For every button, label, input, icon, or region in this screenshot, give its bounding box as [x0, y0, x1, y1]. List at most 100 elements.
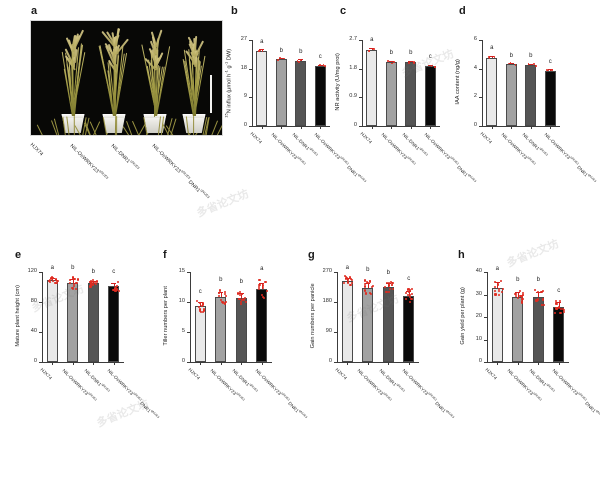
data-point: [50, 276, 53, 280]
data-point: [554, 301, 558, 304]
data-point: [537, 299, 540, 302]
data-point: [113, 288, 116, 291]
data-point: [346, 277, 349, 280]
data-point: [404, 297, 407, 300]
bar-3: [525, 65, 536, 126]
significance-letter-2: b: [219, 277, 223, 284]
panel-letter-b: b: [231, 5, 238, 17]
y-tick: [249, 97, 252, 99]
data-point: [518, 290, 521, 293]
data-point: [488, 57, 491, 60]
data-point: [372, 285, 375, 288]
data-point: [363, 283, 366, 286]
bar-2: [505, 64, 517, 126]
x-axis: [42, 362, 124, 363]
data-point: [363, 289, 366, 292]
error-bar: [72, 279, 74, 284]
data-point: [350, 279, 353, 282]
data-point: [546, 69, 548, 72]
significance-letter-1: a: [50, 265, 54, 272]
x-tick: [367, 362, 369, 365]
data-point: [56, 279, 59, 282]
error-cap: [489, 56, 495, 58]
x-axis: [487, 362, 569, 363]
data-point: [345, 276, 348, 279]
genotype-label-3: NIL-DNR1qNUE3: [109, 143, 141, 171]
data-point: [344, 275, 347, 278]
data-point: [95, 282, 98, 285]
data-point: [433, 66, 436, 68]
data-point: [562, 310, 565, 313]
data-point: [369, 292, 372, 296]
data-point: [259, 49, 261, 52]
data-point: [217, 292, 220, 295]
data-point: [343, 282, 346, 285]
data-point: [258, 50, 260, 52]
data-point: [237, 292, 240, 295]
significance-letter-4: c: [318, 54, 322, 61]
y-tick-label: 9: [243, 93, 247, 100]
data-point: [509, 62, 512, 64]
data-point: [541, 290, 544, 293]
data-point: [48, 281, 51, 284]
bar-2: [385, 62, 397, 126]
x-tick: [347, 362, 349, 365]
bar-4: [403, 295, 415, 362]
y-tick: [187, 302, 190, 303]
data-point: [521, 291, 524, 294]
y-tick: [334, 302, 337, 303]
y-tick-label: 18: [240, 64, 247, 71]
data-point: [240, 298, 243, 301]
significance-letter-1: a: [260, 38, 264, 45]
y-tick: [334, 332, 337, 333]
data-point: [534, 298, 537, 301]
x-tick: [261, 362, 263, 365]
y-tick: [187, 362, 190, 363]
y-tick: [484, 294, 487, 296]
error-cap: [218, 291, 224, 293]
data-point: [533, 289, 536, 292]
y-tick-label: 15: [178, 268, 185, 274]
data-point: [520, 299, 523, 302]
error-cap: [556, 302, 562, 304]
data-point: [498, 289, 501, 292]
bar-3: [295, 61, 306, 126]
y-tick: [484, 317, 487, 318]
y-axis-label: Tiller numbers per plant: [163, 286, 170, 346]
error-cap: [369, 48, 375, 50]
data-point: [562, 309, 566, 312]
y-tick: [187, 332, 190, 333]
data-point: [383, 285, 387, 288]
significance-letter-2: b: [509, 52, 513, 59]
data-point: [263, 281, 266, 284]
y-tick: [479, 97, 482, 99]
significance-letter-1: c: [198, 288, 202, 295]
data-point: [265, 290, 268, 293]
data-point: [73, 278, 77, 281]
y-axis: [487, 272, 488, 362]
x-tick: [430, 126, 432, 129]
bar-1: [256, 50, 267, 126]
data-point: [242, 299, 246, 302]
error-cap: [259, 49, 265, 51]
data-point: [386, 60, 389, 63]
y-axis: [42, 272, 43, 362]
panel-a-photograph: [30, 20, 223, 136]
y-tick-label: 0: [473, 122, 477, 128]
error-bar: [408, 291, 410, 296]
panel-letter-d: d: [459, 5, 466, 17]
x-tick: [538, 362, 540, 365]
error-bar: [367, 282, 369, 288]
error-bar: [241, 293, 243, 298]
data-point: [364, 292, 367, 295]
data-point: [385, 291, 388, 294]
data-point: [92, 284, 95, 287]
x-tick: [491, 126, 493, 129]
data-point: [497, 283, 500, 286]
y-tick: [249, 126, 252, 127]
data-point: [556, 302, 559, 305]
data-point: [113, 286, 116, 289]
y-tick-label: 0: [243, 122, 247, 128]
data-point: [542, 303, 545, 306]
y-tick: [249, 40, 252, 41]
